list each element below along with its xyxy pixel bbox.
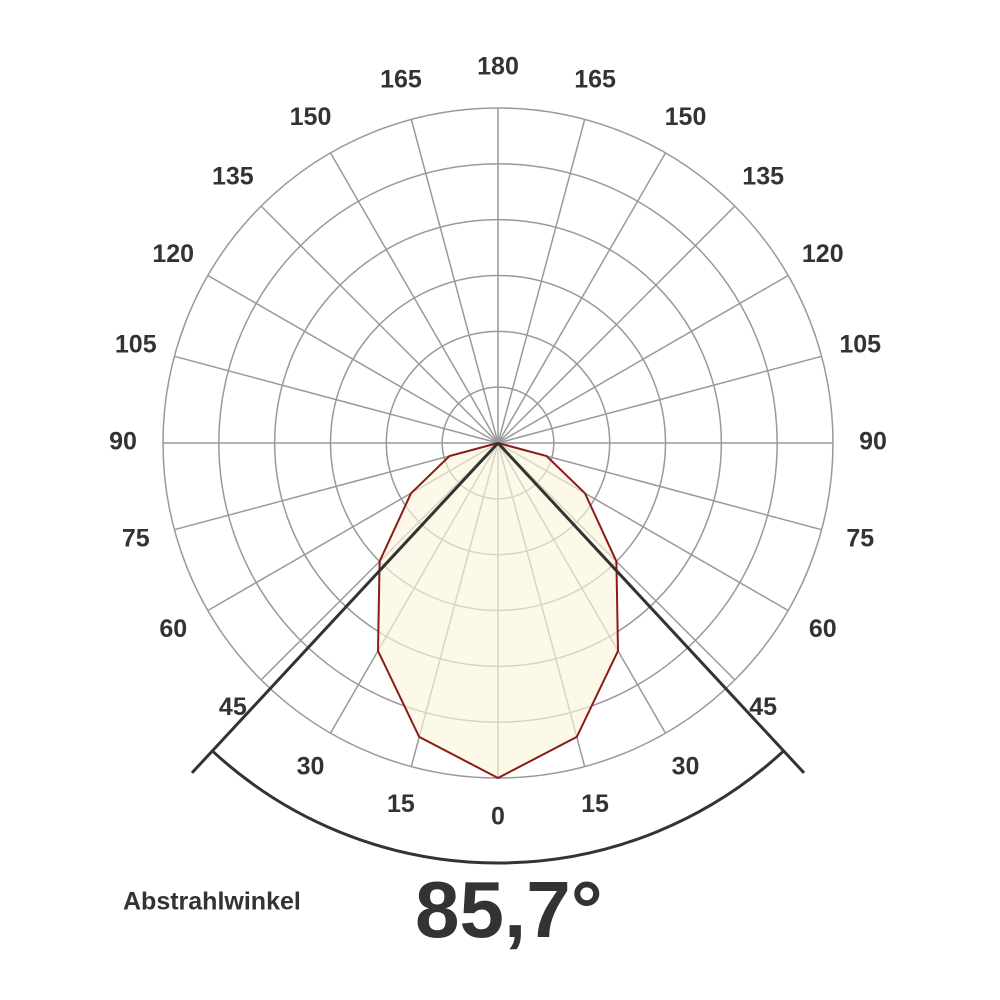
angle-label: 135 [742,162,784,190]
spoke [497,152,667,444]
angle-label: 75 [846,525,874,553]
beam-line [496,441,806,774]
angle-label: 105 [115,331,157,359]
spoke [174,442,499,531]
angle-label: 45 [219,693,247,721]
angle-label: 150 [665,103,707,131]
angle-label: 75 [122,525,150,553]
angle-label: 165 [380,65,422,93]
spoke [497,274,789,444]
angle-label: 30 [672,752,700,780]
beam-line [190,441,500,774]
angle-label: 105 [839,331,881,359]
spoke [207,274,499,444]
angle-label: 45 [749,693,777,721]
angle-label: 120 [802,240,844,268]
spoke [174,355,499,444]
angle-label: 180 [477,53,519,81]
beam-angle-title: Abstrahlwinkel [123,888,301,916]
spoke [329,152,499,444]
angle-label: 90 [109,428,137,456]
intensity-curve [376,441,620,780]
angle-label: 165 [574,65,616,93]
angle-label: 60 [809,615,837,643]
spoke [497,205,736,444]
beam-arc [211,749,785,865]
beam-angle-value: 85,7° [415,865,603,954]
angle-label: 30 [297,752,325,780]
angle-label: 90 [859,428,887,456]
spoke [497,442,822,531]
angle-label: 0 [491,803,505,831]
angle-label: 60 [159,615,187,643]
angle-label: 135 [212,162,254,190]
angle-label: 15 [387,790,415,818]
angle-label: 15 [581,790,609,818]
spoke [260,205,499,444]
spoke [497,355,822,444]
angle-label: 150 [290,103,332,131]
angle-label: 120 [152,240,194,268]
spoke [497,119,586,444]
spoke [410,119,499,444]
